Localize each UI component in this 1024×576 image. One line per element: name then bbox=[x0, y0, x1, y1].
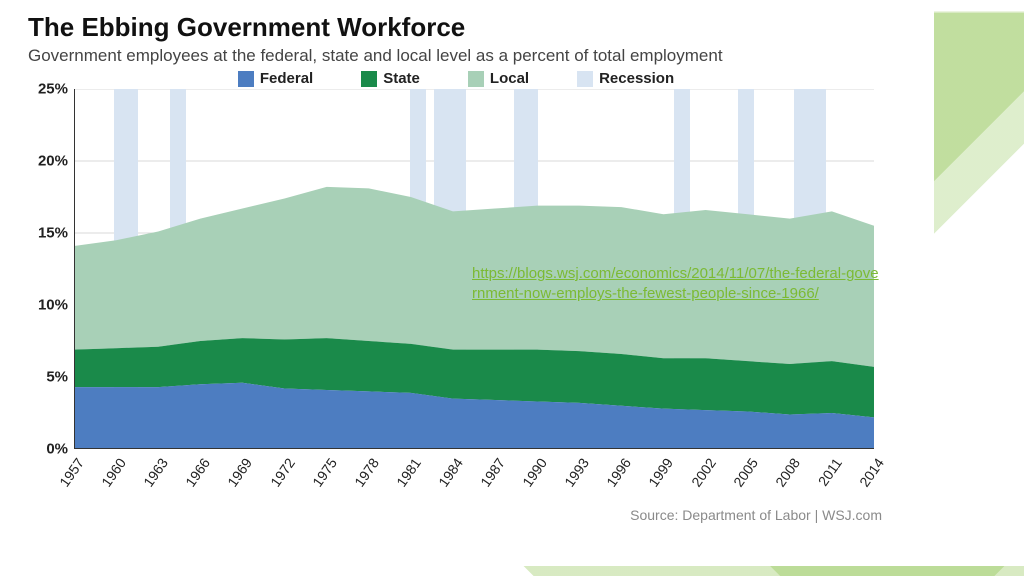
xtick-1987: 1987 bbox=[477, 455, 508, 490]
xtick-1981: 1981 bbox=[393, 455, 424, 490]
xtick-2014: 2014 bbox=[856, 455, 887, 490]
slide: The Ebbing Government Workforce Governme… bbox=[0, 0, 1024, 576]
legend-item-recession: Recession bbox=[577, 70, 674, 87]
xtick-2005: 2005 bbox=[730, 455, 761, 490]
chart-subtitle: Government employees at the federal, sta… bbox=[28, 45, 892, 66]
ytick-15: 15% bbox=[38, 225, 68, 242]
xtick-1993: 1993 bbox=[561, 455, 592, 490]
ytick-25: 25% bbox=[38, 81, 68, 98]
ytick-0: 0% bbox=[46, 441, 68, 458]
legend-swatch-recession bbox=[577, 71, 593, 87]
source-url-link[interactable]: https://blogs.wsj.com/economics/2014/11/… bbox=[472, 264, 882, 305]
legend-item-federal: Federal bbox=[238, 70, 313, 87]
xtick-1984: 1984 bbox=[435, 455, 466, 490]
xtick-1969: 1969 bbox=[225, 455, 256, 490]
legend-label-federal: Federal bbox=[260, 70, 313, 87]
ytick-20: 20% bbox=[38, 153, 68, 170]
legend-label-local: Local bbox=[490, 70, 529, 87]
ytick-5: 5% bbox=[46, 369, 68, 386]
xtick-1972: 1972 bbox=[267, 455, 298, 490]
legend-swatch-local bbox=[468, 71, 484, 87]
chart-title: The Ebbing Government Workforce bbox=[28, 12, 892, 43]
ytick-10: 10% bbox=[38, 297, 68, 314]
legend-item-local: Local bbox=[468, 70, 529, 87]
xtick-1966: 1966 bbox=[182, 455, 213, 490]
legend-label-recession: Recession bbox=[599, 70, 674, 87]
xtick-2008: 2008 bbox=[772, 455, 803, 490]
xtick-1996: 1996 bbox=[603, 455, 634, 490]
xtick-2002: 2002 bbox=[688, 455, 719, 490]
xtick-2011: 2011 bbox=[815, 455, 845, 489]
xaxis-labels: 1957196019631966196919721975197819811984… bbox=[74, 449, 874, 509]
legend-item-state: State bbox=[361, 70, 420, 87]
xtick-1978: 1978 bbox=[351, 455, 382, 490]
legend-swatch-state bbox=[361, 71, 377, 87]
xtick-1975: 1975 bbox=[309, 455, 340, 490]
xtick-1963: 1963 bbox=[140, 455, 171, 490]
legend-swatch-federal bbox=[238, 71, 254, 87]
source-line: Source: Department of Labor | WSJ.com bbox=[20, 507, 882, 523]
xtick-1960: 1960 bbox=[98, 455, 129, 490]
xtick-1999: 1999 bbox=[646, 455, 677, 490]
xtick-1957: 1957 bbox=[56, 455, 87, 490]
xtick-1990: 1990 bbox=[519, 455, 550, 490]
legend: Federal State Local Recession bbox=[20, 70, 892, 87]
legend-label-state: State bbox=[383, 70, 420, 87]
